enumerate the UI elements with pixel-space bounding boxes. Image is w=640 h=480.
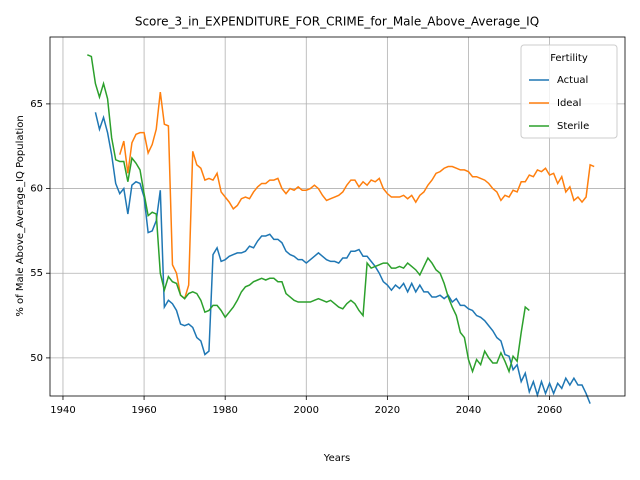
y-tick-label: 60	[30, 184, 43, 195]
legend: Fertility Actual Ideal Sterile	[520, 44, 618, 139]
legend-label: Sterile	[557, 121, 589, 132]
legend-label: Actual	[557, 75, 588, 86]
y-axis-label: % of Male Above_Average_IQ Population	[15, 115, 26, 316]
x-tick-label: 1960	[131, 405, 156, 416]
series-line	[87, 54, 530, 374]
x-tick-label: 1940	[50, 405, 75, 416]
x-axis-label: Years	[323, 453, 350, 464]
x-tick-label: 2020	[375, 405, 400, 416]
legend-label: Ideal	[557, 98, 581, 109]
series-line	[94, 112, 591, 404]
y-tick-label: 65	[30, 99, 43, 110]
chart-title: Score_3_in_EXPENDITURE_FOR_CRIME_for_Mal…	[135, 15, 539, 29]
legend-box	[520, 44, 618, 139]
y-tick-label: 55	[30, 268, 43, 279]
y-tick-label: 50	[30, 353, 43, 364]
series-line	[119, 91, 595, 300]
x-tick-label: 2000	[294, 405, 319, 416]
x-tick-label: 1980	[212, 405, 237, 416]
x-tick-label: 2040	[456, 405, 481, 416]
x-tick-label: 2060	[537, 405, 562, 416]
legend-title: Fertility	[550, 53, 588, 64]
axes-frame	[49, 36, 626, 397]
